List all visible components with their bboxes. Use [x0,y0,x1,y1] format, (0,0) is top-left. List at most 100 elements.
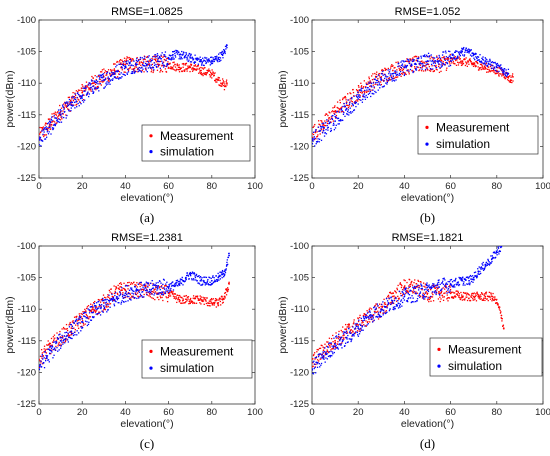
data-point [94,305,96,307]
data-point [128,297,131,300]
data-point [94,74,96,77]
data-point [179,56,181,58]
data-point [187,55,189,57]
data-point [481,263,483,265]
data-point [137,289,139,292]
data-point [69,323,71,325]
data-point [114,288,117,290]
data-point [208,276,210,278]
data-point [315,143,317,145]
data-point [210,297,213,300]
data-point [335,117,338,119]
data-point [463,54,466,56]
data-point [384,73,386,76]
data-point [164,65,166,67]
data-point [470,296,472,299]
data-point [227,256,230,259]
data-point [372,81,375,83]
data-point [414,67,416,69]
data-point [326,119,328,121]
data-point [184,63,186,65]
data-point [139,56,142,59]
data-point [312,366,313,368]
data-point [120,301,123,304]
data-point [168,54,171,56]
data-point [478,68,480,70]
data-point [443,63,445,65]
data-point [197,299,200,301]
data-point [443,58,446,61]
data-point [497,303,499,305]
data-point [378,315,380,318]
data-point [65,114,67,116]
data-point [369,85,371,87]
data-point [203,59,206,62]
data-point [70,99,72,101]
data-point [150,290,152,292]
data-point [155,285,157,288]
data-point [128,56,130,59]
data-point [179,300,181,302]
data-point [358,333,361,335]
data-point [482,68,484,70]
data-point [445,285,447,287]
data-point [368,78,371,80]
data-point [102,80,104,83]
data-point [203,67,205,69]
data-point [501,73,504,75]
data-point [464,64,467,67]
data-point [410,65,412,67]
data-point [131,295,133,298]
data-point [124,294,126,297]
data-point [129,61,131,63]
data-point [105,84,108,86]
data-point [407,300,409,303]
data-point [458,284,460,287]
data-point [225,85,227,88]
data-point [194,64,197,66]
data-point [56,122,58,124]
data-point [402,297,404,299]
data-point [339,336,341,338]
data-point [163,55,165,58]
data-point [67,108,69,110]
data-point [397,65,399,68]
data-point [377,89,379,91]
data-point [196,275,199,278]
data-point [380,308,383,311]
data-point [317,126,320,128]
y-tick-label: -120 [17,367,36,378]
data-point [496,71,498,73]
data-point [176,301,178,304]
data-point [226,264,228,266]
data-point [495,252,497,254]
data-point [425,284,427,286]
data-point [487,299,489,302]
data-point [488,62,490,64]
data-point [408,70,410,72]
data-point [202,281,205,283]
data-point [321,123,323,125]
data-point [506,72,508,74]
data-point [40,139,43,141]
data-point [97,85,99,88]
data-point [96,86,98,89]
data-point [105,297,107,299]
data-point [461,294,463,296]
data-point [419,296,421,298]
data-point [353,95,355,97]
data-point [143,289,145,291]
data-point [191,56,193,58]
data-point [419,61,421,63]
data-point [507,68,510,71]
data-point [395,304,398,306]
data-point [354,101,356,103]
data-point [57,115,60,117]
data-point [488,261,490,263]
data-point [479,54,481,56]
data-point [369,321,371,323]
data-point [334,113,336,115]
data-point [368,76,370,78]
data-point [122,73,124,75]
data-point [97,307,100,309]
